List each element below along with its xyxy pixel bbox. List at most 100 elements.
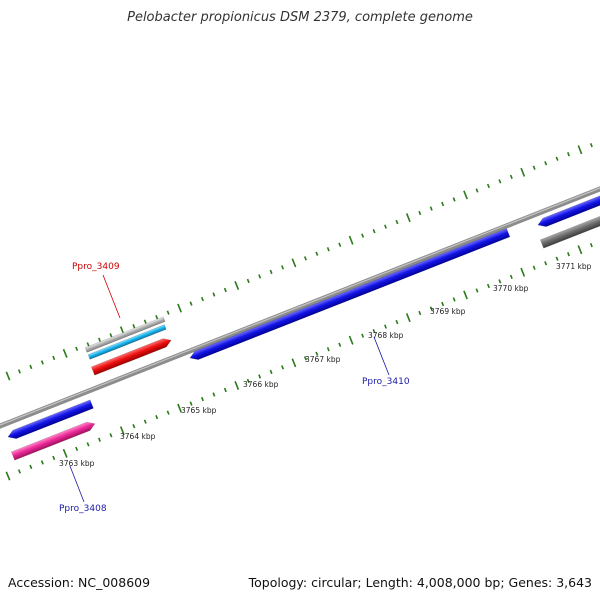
gene-blue-right[interactable] [536, 194, 600, 229]
scale-labels: 3763 kbp 3764 kbp 3765 kbp 3766 kbp 3767 kbp… [59, 262, 592, 468]
gene-label-ppro-3409[interactable]: Ppro_3409 [72, 262, 120, 272]
gene-label-ppro-3410[interactable]: Ppro_3410 [362, 377, 410, 387]
gene-red-3409[interactable] [91, 336, 172, 376]
tick-mark [555, 156, 559, 161]
gene-blue-left[interactable] [6, 399, 94, 441]
tick-mark [532, 165, 536, 170]
tick-mark [143, 419, 147, 424]
tick-mark [326, 347, 330, 352]
tick-mark [269, 269, 273, 275]
tick-mark [589, 143, 593, 148]
tick-mark [98, 437, 101, 442]
gene-pink-left[interactable] [11, 420, 96, 461]
tick-mark [486, 183, 490, 189]
tick-mark [155, 415, 159, 420]
tick-mark [29, 364, 33, 370]
tick-mark [40, 360, 44, 365]
tick-mark [234, 281, 240, 290]
tick-mark [577, 245, 583, 255]
tick-mark [52, 355, 56, 361]
tick-mark [418, 310, 422, 316]
tick-mark [498, 279, 502, 284]
tick-mark [441, 301, 445, 307]
tick-mark [143, 319, 147, 324]
tick-mark [132, 324, 136, 329]
tick-mark [223, 387, 227, 393]
tick-mark [567, 152, 570, 157]
tick-mark [338, 242, 342, 247]
tick-mark [348, 335, 354, 345]
tick-mark [361, 333, 365, 338]
tick-mark [326, 247, 330, 252]
scale-label: 3770 kbp [493, 284, 529, 293]
tick-mark [452, 197, 456, 202]
scale-label: 3767 kbp [305, 355, 341, 364]
tick-mark [109, 433, 113, 438]
outer-tick-ring [5, 143, 593, 381]
tick-mark [258, 374, 262, 379]
tick-mark [372, 228, 376, 234]
callout-line-ppro-3409 [102, 274, 121, 319]
gene-features [6, 194, 600, 461]
tick-mark [119, 426, 125, 436]
tick-mark [418, 210, 422, 216]
tick-mark [212, 292, 216, 297]
tick-mark [555, 256, 559, 261]
tick-mark [98, 337, 101, 342]
tick-mark [509, 174, 513, 180]
tick-mark [405, 213, 411, 223]
tick-mark [384, 224, 387, 229]
tick-mark [155, 315, 159, 320]
inner-tick-ring [5, 243, 593, 481]
tick-mark [223, 287, 227, 293]
tick-mark [189, 401, 193, 406]
tick-mark [291, 358, 297, 368]
tick-mark [405, 313, 411, 323]
tick-mark [452, 297, 456, 302]
genome-backbone [0, 186, 600, 429]
tick-mark [372, 328, 376, 334]
accession-text: Accession: NC_008609 [8, 575, 151, 590]
tick-mark [40, 460, 44, 465]
tick-mark [441, 201, 445, 207]
tick-mark [384, 324, 387, 329]
tick-mark [75, 346, 79, 352]
scale-label: 3764 kbp [120, 432, 156, 441]
gene-blue-3410[interactable] [188, 228, 511, 362]
tick-mark [303, 256, 307, 261]
tick-mark [17, 369, 21, 374]
tick-mark [395, 219, 399, 225]
tick-mark [475, 188, 479, 193]
genome-backbone-highlight [0, 187, 600, 426]
tick-mark [486, 283, 490, 289]
scale-label: 3768 kbp [368, 331, 404, 340]
tick-mark [29, 464, 33, 470]
tick-mark [269, 369, 273, 375]
tick-mark [315, 351, 319, 356]
tick-mark [17, 469, 21, 474]
scale-label: 3763 kbp [59, 459, 95, 468]
tick-mark [177, 403, 182, 413]
tick-mark [5, 371, 11, 381]
tick-mark [509, 274, 513, 280]
tick-mark [212, 392, 216, 397]
tick-mark [475, 288, 479, 293]
genome-summary-text: Topology: circular; Length: 4,008,000 bp… [248, 575, 592, 590]
gene-grey-3409[interactable] [84, 316, 166, 353]
tick-mark [589, 243, 593, 248]
tick-mark [463, 290, 468, 300]
callout-line-ppro-3410 [373, 336, 390, 376]
gene-label-ppro-3408[interactable]: Ppro_3408 [59, 504, 107, 514]
tick-mark [532, 265, 536, 270]
gene-cyan-3409[interactable] [87, 324, 167, 360]
tick-mark [75, 446, 79, 452]
scale-label: 3769 kbp [430, 307, 466, 316]
tick-mark [361, 233, 365, 238]
tick-mark [348, 235, 354, 245]
gene-darkgrey-right[interactable] [540, 213, 600, 249]
tick-mark [246, 378, 250, 384]
tick-mark [5, 471, 11, 481]
tick-mark [429, 206, 433, 211]
scale-label: 3771 kbp [556, 262, 592, 271]
tick-mark [338, 342, 342, 347]
